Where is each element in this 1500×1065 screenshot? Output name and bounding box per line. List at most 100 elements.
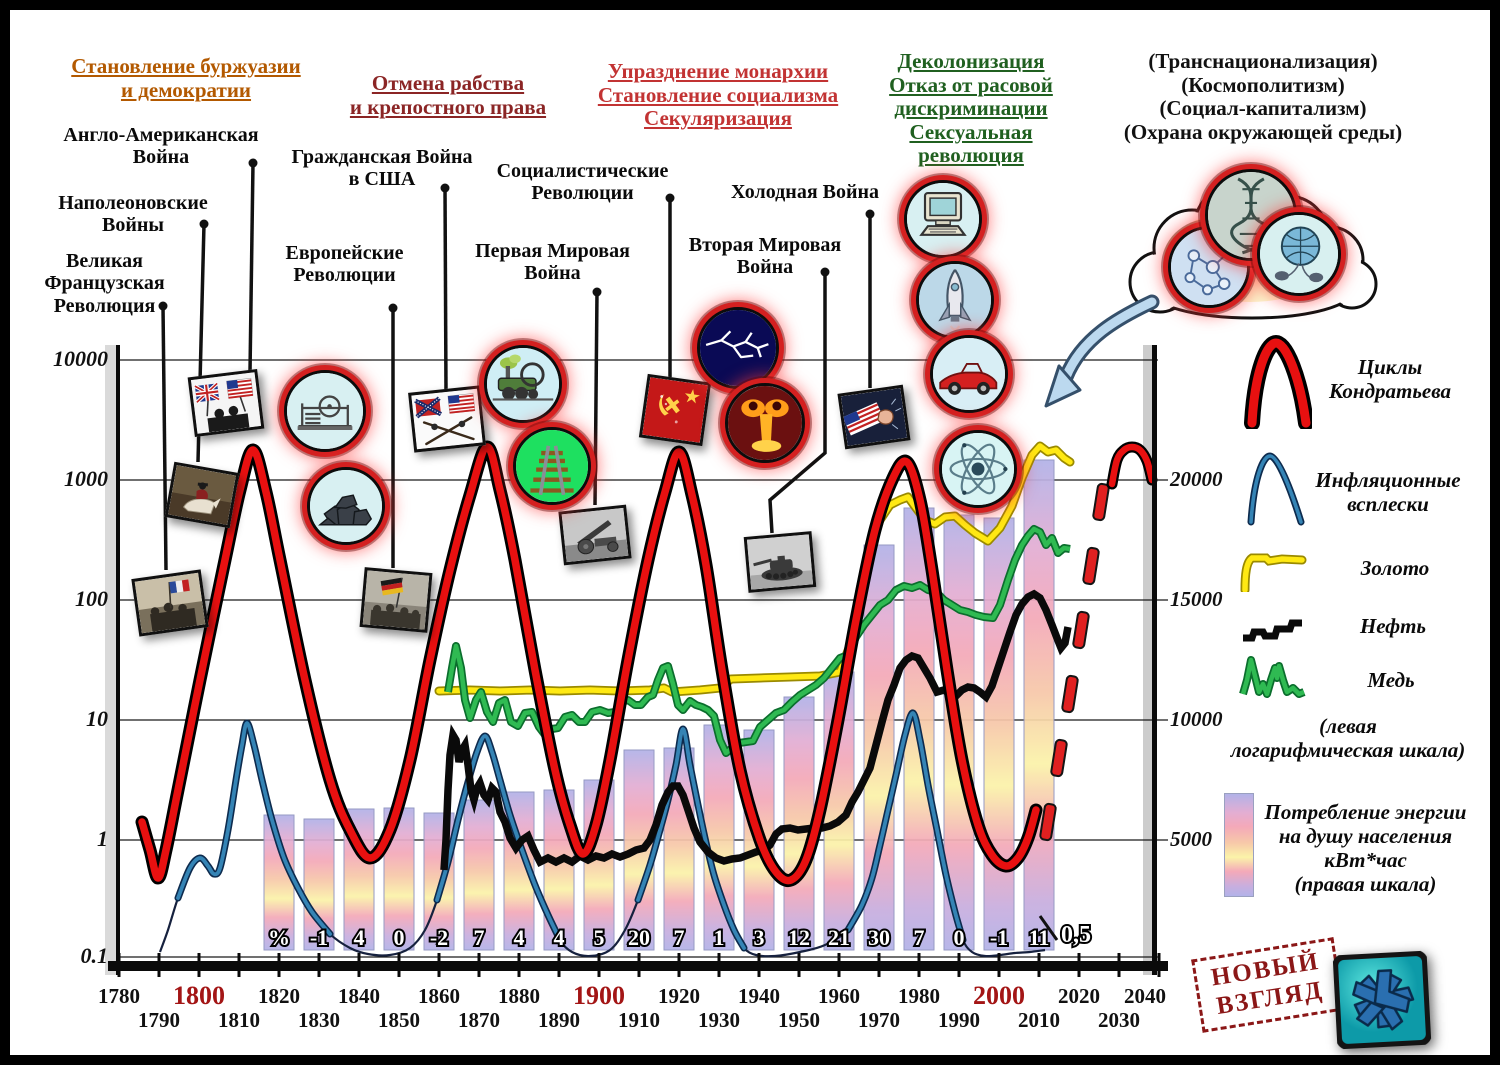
icon-locomotive: [484, 345, 562, 423]
oil-line-legend-icon: [1238, 608, 1308, 646]
x-axis-year-label: 1780: [98, 984, 140, 1008]
photo-napoleon: [164, 461, 240, 529]
publisher-logo: [1332, 950, 1432, 1050]
x-axis-year-label: 2000: [973, 981, 1025, 1010]
era-title-line: (Социал-капитализм): [1159, 96, 1367, 121]
x-axis-year-label: 1980: [898, 984, 940, 1008]
era-title-line: Упразднение монархии: [607, 59, 829, 83]
legend-left-scale-note: (левая логарифмическая шкала): [1230, 714, 1466, 763]
energy-legend-label: Потребление энергии на душу населения кВ…: [1264, 800, 1467, 897]
bar-label: 4: [554, 925, 565, 950]
y-axis-right-label: 5000: [1170, 827, 1212, 851]
era-title-line: и демократии: [120, 77, 252, 102]
bar-label: 20: [628, 925, 650, 950]
photo-ussr-flag: [638, 373, 712, 447]
bar-label: 7: [474, 925, 485, 950]
y-axis-left-label: 10000: [53, 346, 108, 371]
era-title-line: Деколонизация: [897, 49, 1045, 73]
y-axis-left-label: 100: [75, 586, 108, 611]
event-label-4: Гражданская Война в США: [291, 146, 473, 191]
photo-wwii-tank: [743, 531, 817, 593]
icon-steel-pouring: [725, 383, 805, 463]
x-axis-year-label: 2040: [1124, 984, 1166, 1008]
photo-wwi-artillery: [558, 504, 632, 566]
x-axis-year-label-minor: 2010: [1018, 1008, 1060, 1032]
bar-label: 1: [714, 925, 725, 950]
x-axis-year-label: 2020: [1058, 984, 1100, 1008]
y-axis-right-label: 10000: [1170, 707, 1223, 731]
y-axis-left-label: 1000: [64, 466, 108, 491]
x-axis-year-label: 1800: [173, 981, 225, 1010]
icon-spinning-machine: [284, 370, 366, 452]
legend-inflation-label: Инфляционные всплески: [1315, 468, 1461, 517]
legend-kondratiev-label: Циклы Кондратьева: [1328, 355, 1451, 404]
event-label-3: Европейские Революции: [285, 242, 404, 287]
y-axis-left-label: 1: [97, 826, 108, 851]
x-axis-year-label-minor: 1850: [378, 1008, 420, 1032]
x-axis-year-label: 1960: [818, 984, 860, 1008]
era-decolonization: Деколонизация Отказ от расовой дискриминац…: [878, 49, 1064, 168]
x-axis-year-label-minor: 1910: [618, 1008, 660, 1032]
x-axis-year-label: 1940: [738, 984, 780, 1008]
y-axis-left-label: 0.1: [80, 943, 109, 968]
era-title-line: Сексуальная: [909, 119, 1033, 144]
bar-label: 5: [594, 925, 605, 950]
kondratiev-cycle-legend-icon: [1240, 333, 1314, 431]
bar-label: -1: [990, 925, 1008, 950]
bar-label: 11: [1029, 925, 1050, 950]
x-axis-year-label-minor: 1970: [858, 1008, 900, 1032]
x-axis-year-label: 1820: [258, 984, 300, 1008]
bar-label: 21: [828, 925, 850, 950]
y-axis-left-label: 10: [86, 706, 108, 731]
gold-line-legend-icon: [1238, 550, 1308, 595]
era-title-line: (Транснационализация): [1148, 49, 1378, 73]
era-title-line: Становление буржуазии: [71, 54, 301, 78]
event-label-1: Наполеоновские Войны: [58, 192, 208, 237]
event-label-6: Социалистические Революции: [496, 160, 669, 205]
icon-coal: [307, 467, 385, 545]
photo-french-revolution: [131, 569, 209, 637]
icon-lightning: [697, 307, 779, 389]
bar-label: 12: [788, 925, 810, 950]
x-axis-year-label-minor: 1790: [138, 1008, 180, 1032]
era-title-line: революция: [918, 143, 1024, 168]
era-title-line: Становление социализма: [597, 82, 839, 107]
legend-oil-label: Нефть: [1359, 614, 1427, 638]
icon-rocket: [916, 261, 994, 339]
bar-label: 0: [954, 925, 965, 950]
inflation-spike-legend-icon: [1243, 448, 1307, 528]
x-axis-year-label-minor: 1930: [698, 1008, 740, 1032]
bar-label: 0: [394, 925, 405, 950]
bar-label: 7: [914, 925, 925, 950]
era-title-line: Отмена рабства: [371, 71, 525, 95]
y-axis-right-label: 20000: [1170, 467, 1223, 491]
event-label-2: Англо-Американская Война: [63, 124, 259, 169]
y-axis-right-label: 15000: [1170, 587, 1223, 611]
era-transnationalization: (Транснационализация) (Космополитизм) (Соц…: [1118, 49, 1408, 144]
bar-label: 4: [354, 925, 365, 950]
icon-globe-internet: [1257, 212, 1341, 296]
bar-label: 3: [754, 925, 765, 950]
x-axis-year-label-minor: 1890: [538, 1008, 580, 1032]
era-title-line: Секуляризация: [644, 106, 792, 131]
x-axis-year-label-minor: 1870: [458, 1008, 500, 1032]
photo-us-civil-war: [408, 385, 486, 453]
era-title-line: (Охрана окружающей среды): [1123, 119, 1403, 144]
legend-copper-label: Медь: [1367, 668, 1415, 692]
icon-railway: [513, 427, 591, 505]
photo-cold-war-flag: [837, 384, 911, 450]
photo-european-revolutions: [359, 567, 433, 633]
x-axis-year-label: 1920: [658, 984, 700, 1008]
energy-bar-legend-swatch: [1224, 793, 1254, 897]
x-axis-year-label: 1860: [418, 984, 460, 1008]
era-title-line: Отказ от расовой: [889, 72, 1053, 97]
event-label-5: Первая Мировая Война: [475, 240, 630, 285]
copper-line-legend-icon: [1238, 650, 1310, 702]
x-axis-year-label-minor: 2030: [1098, 1008, 1140, 1032]
photo-anglo-american-war: [187, 368, 265, 438]
bar-label: 30: [868, 925, 890, 950]
x-axis-year-label-minor: 1950: [778, 1008, 820, 1032]
icon-car: [930, 335, 1008, 413]
icon-computer: [904, 180, 982, 258]
